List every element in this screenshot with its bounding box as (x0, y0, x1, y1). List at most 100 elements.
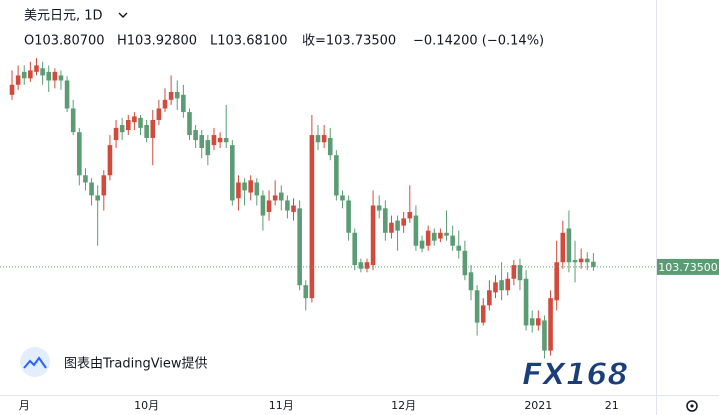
watermark: 图表由TradingView提供 (64, 356, 208, 372)
candle-body (487, 290, 492, 306)
candle-body (113, 127, 119, 141)
candle-body (438, 232, 443, 239)
candle-body (548, 298, 553, 351)
candle-body (21, 71, 27, 79)
candle-body (499, 280, 504, 291)
candle-body (468, 272, 474, 291)
candle-body (321, 135, 327, 143)
candle-body (156, 108, 162, 120)
settings-gear[interactable] (686, 400, 698, 412)
plot (0, 58, 656, 359)
candle-body (493, 282, 498, 293)
candle-body (407, 211, 413, 219)
x-tick-label: 12月 (391, 399, 416, 412)
candle-body (511, 265, 517, 279)
candle-body (107, 145, 113, 176)
candle-body (254, 182, 260, 196)
candle-body (272, 195, 278, 201)
x-tick-label: 11月 (269, 399, 294, 412)
candle-body (248, 180, 253, 193)
price-label-box (657, 258, 719, 275)
candle-body (480, 305, 486, 323)
candle-body (389, 222, 394, 233)
symbol[interactable]: 美元日元, 1D (24, 9, 103, 24)
candle-body (260, 195, 266, 216)
candle-body (346, 200, 351, 233)
candle-body (64, 80, 70, 109)
candle-body (174, 91, 180, 99)
candle-body (34, 65, 39, 72)
candle-body (132, 116, 137, 123)
candle-body (352, 232, 358, 266)
candle-body (285, 200, 290, 211)
candle-body (523, 278, 529, 326)
candle-body (211, 135, 217, 146)
candle-body (9, 84, 15, 95)
candle-body (327, 137, 333, 156)
candle-body (572, 260, 578, 263)
candle-body (187, 112, 192, 136)
candle-body (46, 71, 52, 81)
candle-body (83, 175, 88, 183)
chevron[interactable] (118, 12, 128, 18)
candle-body (578, 258, 584, 263)
candle-body (309, 135, 315, 299)
candle-body (358, 262, 364, 269)
candle-body (101, 175, 107, 196)
candle-body (230, 145, 235, 201)
candle-body (242, 182, 247, 191)
candle-body (40, 68, 45, 76)
x-tick-label: 10月 (134, 399, 159, 412)
candle-body (303, 285, 309, 299)
candle-body (462, 250, 468, 276)
candle-body (168, 91, 174, 100)
candle-body (297, 208, 302, 286)
candle-body (138, 117, 143, 128)
candle-body (181, 94, 186, 113)
x-tick-label: 2021 (524, 399, 552, 412)
candle-body (554, 262, 559, 301)
candle-body (58, 75, 64, 81)
ohlc-high: H103.92800 (117, 34, 197, 49)
candle-body (505, 278, 511, 291)
candle-body (28, 70, 33, 79)
candle-body (517, 265, 523, 281)
candle-body (119, 125, 125, 133)
candle-body (566, 228, 572, 263)
candle-body (205, 140, 211, 156)
candle-body (450, 235, 455, 246)
candle-body (425, 230, 431, 246)
candle-body (444, 232, 449, 236)
fx168-logo: FX168 (522, 358, 628, 393)
candle-body (236, 182, 241, 199)
candle-body (89, 182, 94, 196)
candle-body (584, 258, 590, 263)
candle-body (529, 318, 535, 326)
candle-body (199, 135, 205, 149)
ohlc-close: 收=103.73500 (302, 34, 396, 49)
candle-body (217, 137, 223, 143)
candle-body (162, 99, 168, 109)
ohlc-change: −0.14200 (−0.14%) (413, 34, 544, 49)
candle-body (15, 75, 21, 85)
candle-body (193, 130, 198, 141)
candle-body (591, 261, 596, 267)
candle-body (125, 119, 131, 131)
tv-logo (20, 347, 50, 377)
candle-body (395, 220, 400, 231)
candle-body (144, 125, 149, 138)
candle-body (383, 208, 388, 233)
candle-body (542, 320, 547, 351)
candle-body (431, 232, 437, 241)
candle-body (401, 218, 406, 226)
candle-body (474, 290, 480, 323)
candle-body (95, 195, 100, 201)
candle-body (413, 215, 419, 246)
candle-body (376, 205, 382, 211)
candle-body (70, 108, 76, 133)
x-tick-label: 21 (605, 399, 619, 412)
price-label: 103.73500 (658, 261, 718, 274)
